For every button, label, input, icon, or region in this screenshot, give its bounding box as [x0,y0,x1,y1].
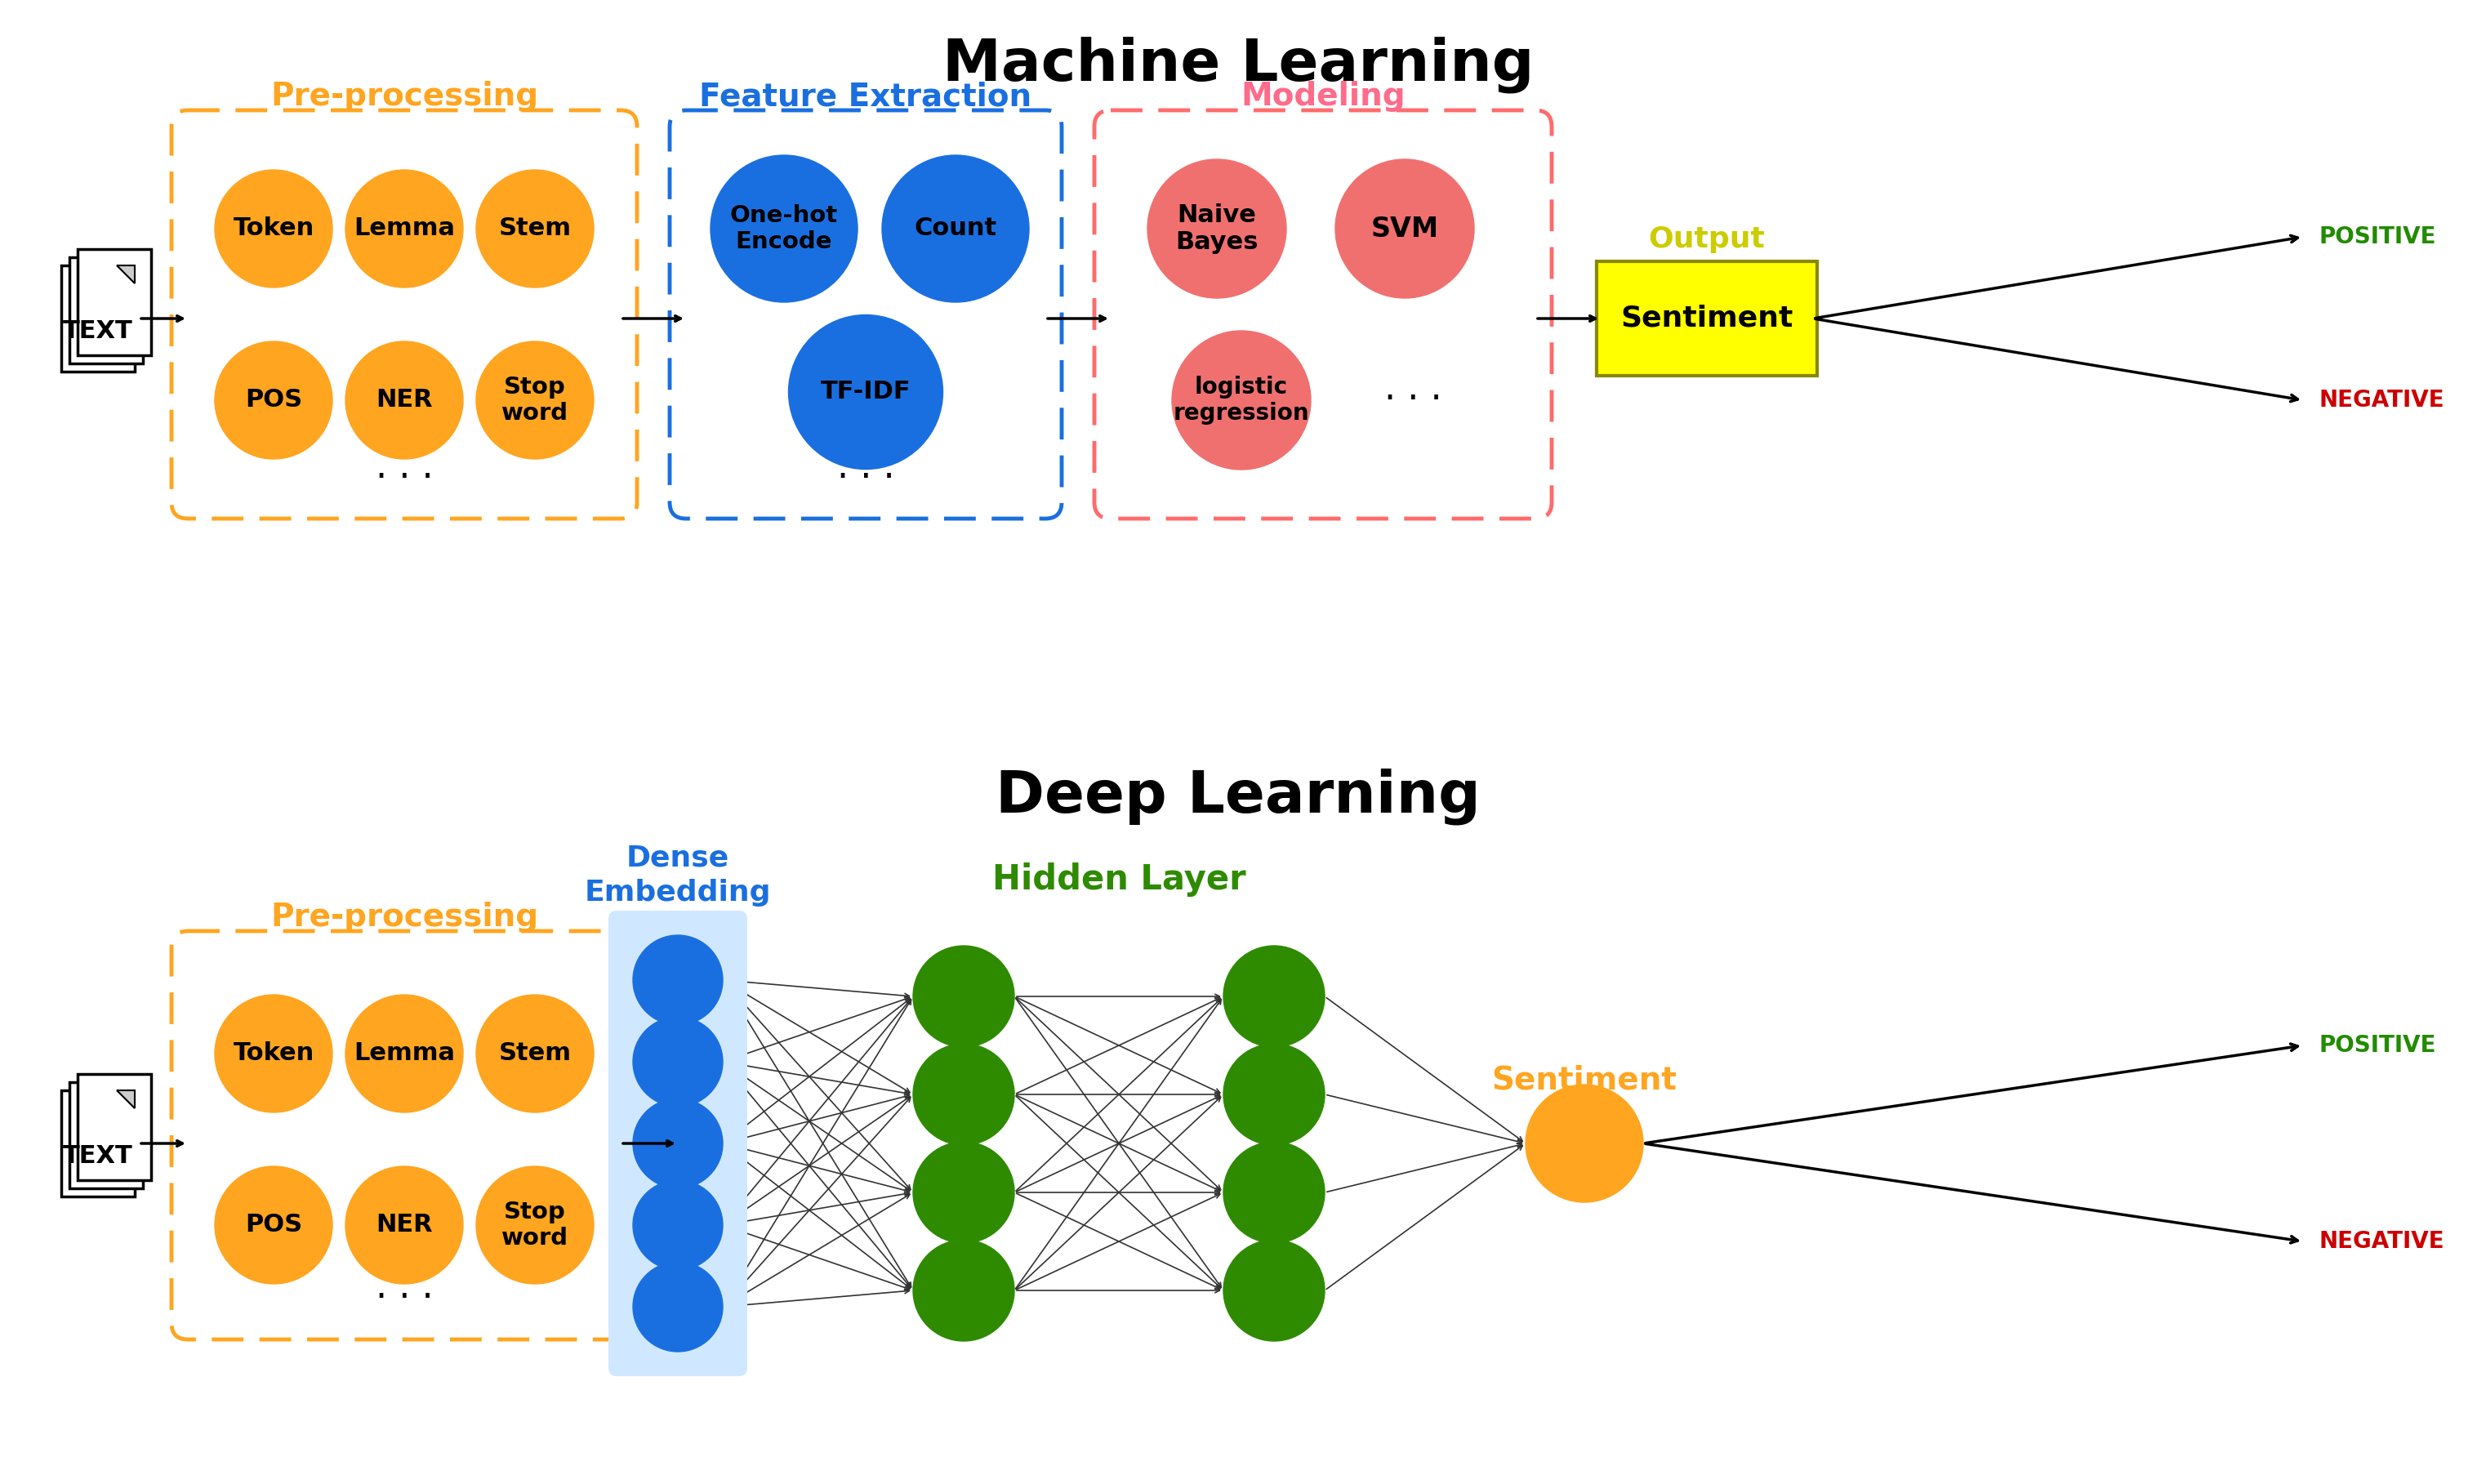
Text: Sentiment: Sentiment [1491,1064,1677,1095]
Text: POSITIVE: POSITIVE [2318,1034,2437,1057]
Circle shape [914,945,1013,1048]
FancyBboxPatch shape [62,266,134,371]
Circle shape [1172,331,1310,469]
Circle shape [1335,159,1474,298]
Text: Pre-processing: Pre-processing [270,80,538,111]
Circle shape [634,1017,723,1107]
Text: SVM: SVM [1370,215,1439,242]
Circle shape [914,1043,1013,1146]
Text: Hidden Layer: Hidden Layer [991,862,1246,896]
FancyBboxPatch shape [77,1074,151,1180]
Text: NEGATIVE: NEGATIVE [2318,1230,2445,1252]
Text: Count: Count [914,217,996,240]
Text: POSITIVE: POSITIVE [2318,226,2437,248]
Circle shape [476,994,594,1113]
Text: POS: POS [245,1214,302,1238]
Circle shape [344,1166,463,1284]
Circle shape [634,1098,723,1189]
Circle shape [215,1166,332,1284]
Circle shape [344,169,463,288]
Text: One-hot
Encode: One-hot Encode [731,203,837,254]
Circle shape [344,994,463,1113]
Text: Token: Token [233,217,315,240]
Circle shape [1224,1043,1325,1146]
FancyBboxPatch shape [1598,261,1818,375]
Text: Feature Extraction: Feature Extraction [699,80,1033,111]
Text: · · ·: · · · [837,460,894,496]
Polygon shape [116,1091,134,1109]
Text: Dense
Embedding: Dense Embedding [585,844,770,907]
Text: · · ·: · · · [1385,383,1442,418]
Circle shape [476,1166,594,1284]
Text: Lemma: Lemma [354,1042,456,1066]
Circle shape [1147,159,1286,298]
Text: Sentiment: Sentiment [1620,304,1793,332]
Text: TEXT: TEXT [62,1144,134,1168]
Text: Stop
word: Stop word [500,1201,567,1250]
Circle shape [914,1141,1013,1244]
Circle shape [344,341,463,459]
Circle shape [476,169,594,288]
FancyBboxPatch shape [77,249,151,355]
Text: · · ·: · · · [377,460,433,496]
Text: · · ·: · · · [377,1281,433,1316]
Text: Lemma: Lemma [354,217,456,240]
Circle shape [1526,1085,1642,1202]
Text: Deep Learning: Deep Learning [996,767,1481,825]
Text: NEGATIVE: NEGATIVE [2318,389,2445,411]
Text: NER: NER [377,1214,433,1238]
Text: Stem: Stem [498,1042,572,1066]
Text: Modeling: Modeling [1241,80,1404,111]
FancyBboxPatch shape [69,257,144,364]
Circle shape [1224,1239,1325,1342]
Polygon shape [116,266,134,283]
FancyBboxPatch shape [62,1091,134,1196]
Text: Naive
Bayes: Naive Bayes [1177,203,1258,254]
Circle shape [215,994,332,1113]
Circle shape [1224,1141,1325,1244]
Text: TF-IDF: TF-IDF [820,380,912,404]
Text: Stem: Stem [498,217,572,240]
Circle shape [788,315,944,469]
Circle shape [634,935,723,1025]
Text: POS: POS [245,389,302,413]
Text: NER: NER [377,389,433,413]
Circle shape [914,1239,1013,1342]
Text: Output: Output [1650,226,1766,254]
Circle shape [215,341,332,459]
Circle shape [882,156,1028,303]
Text: Stop
word: Stop word [500,375,567,424]
Circle shape [634,1180,723,1270]
FancyBboxPatch shape [609,911,748,1376]
Text: Machine Learning: Machine Learning [941,37,1533,93]
FancyBboxPatch shape [69,1082,144,1189]
Circle shape [476,341,594,459]
Circle shape [711,156,857,303]
Text: Token: Token [233,1042,315,1066]
Text: TEXT: TEXT [62,319,134,343]
Circle shape [1224,945,1325,1048]
Circle shape [215,169,332,288]
Circle shape [634,1261,723,1352]
Text: Pre-processing: Pre-processing [270,902,538,933]
Text: logistic
regression: logistic regression [1174,375,1310,424]
